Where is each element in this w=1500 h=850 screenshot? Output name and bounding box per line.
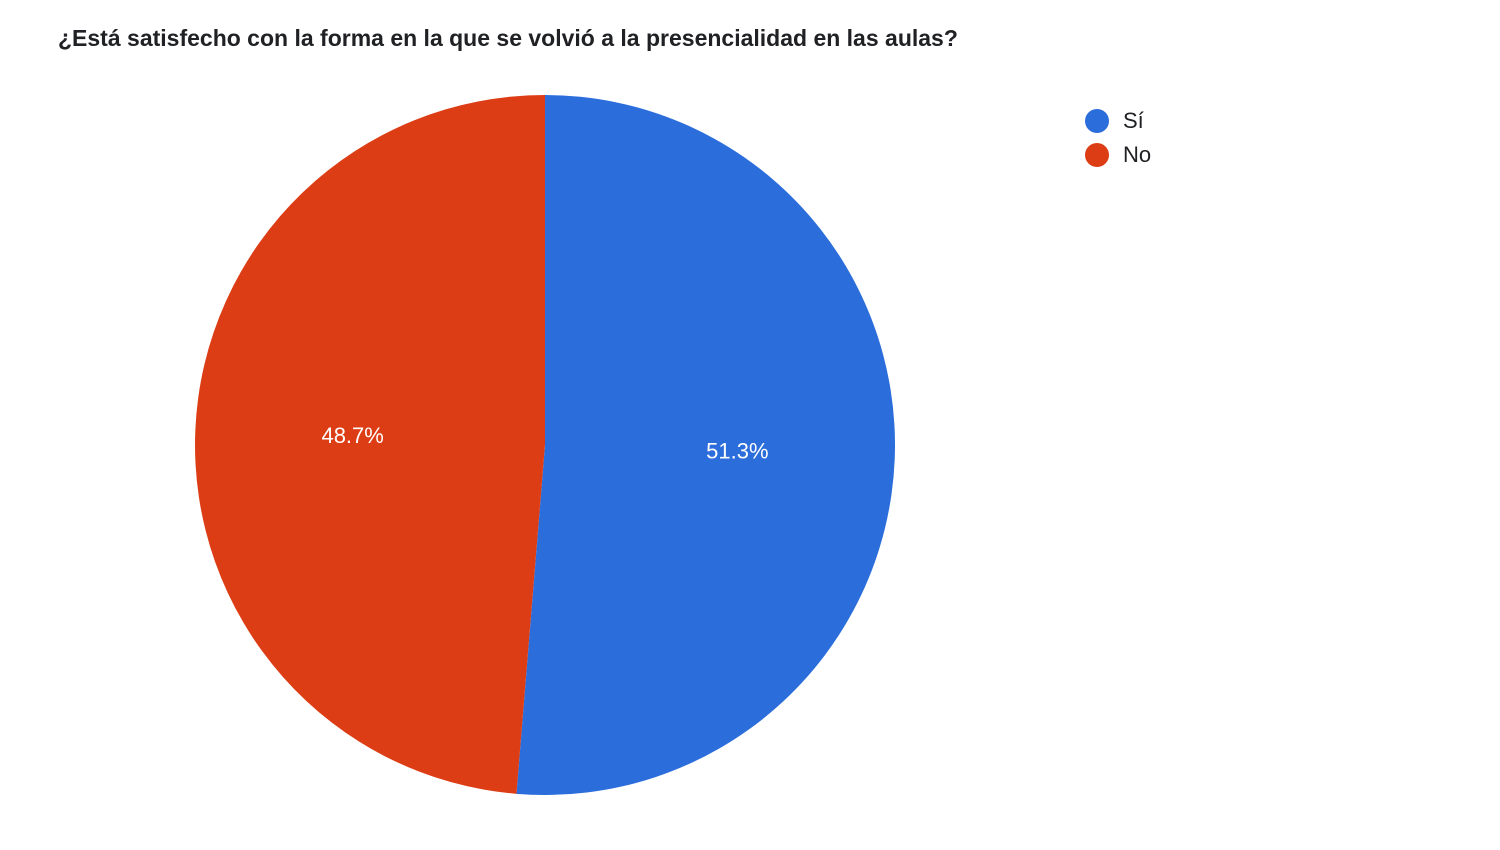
- chart-title: ¿Está satisfecho con la forma en la que …: [58, 25, 958, 52]
- legend-swatch-no: [1085, 143, 1109, 167]
- legend-item-no: No: [1085, 142, 1151, 168]
- legend-label-no: No: [1123, 142, 1151, 168]
- pie-label-sí: 51.3%: [706, 439, 768, 464]
- legend: Sí No: [1085, 108, 1151, 176]
- pie-label-no: 48.7%: [321, 423, 383, 448]
- legend-swatch-si: [1085, 109, 1109, 133]
- legend-item-si: Sí: [1085, 108, 1151, 134]
- pie-chart: 51.3% 48.7%: [195, 95, 895, 800]
- legend-label-si: Sí: [1123, 108, 1144, 134]
